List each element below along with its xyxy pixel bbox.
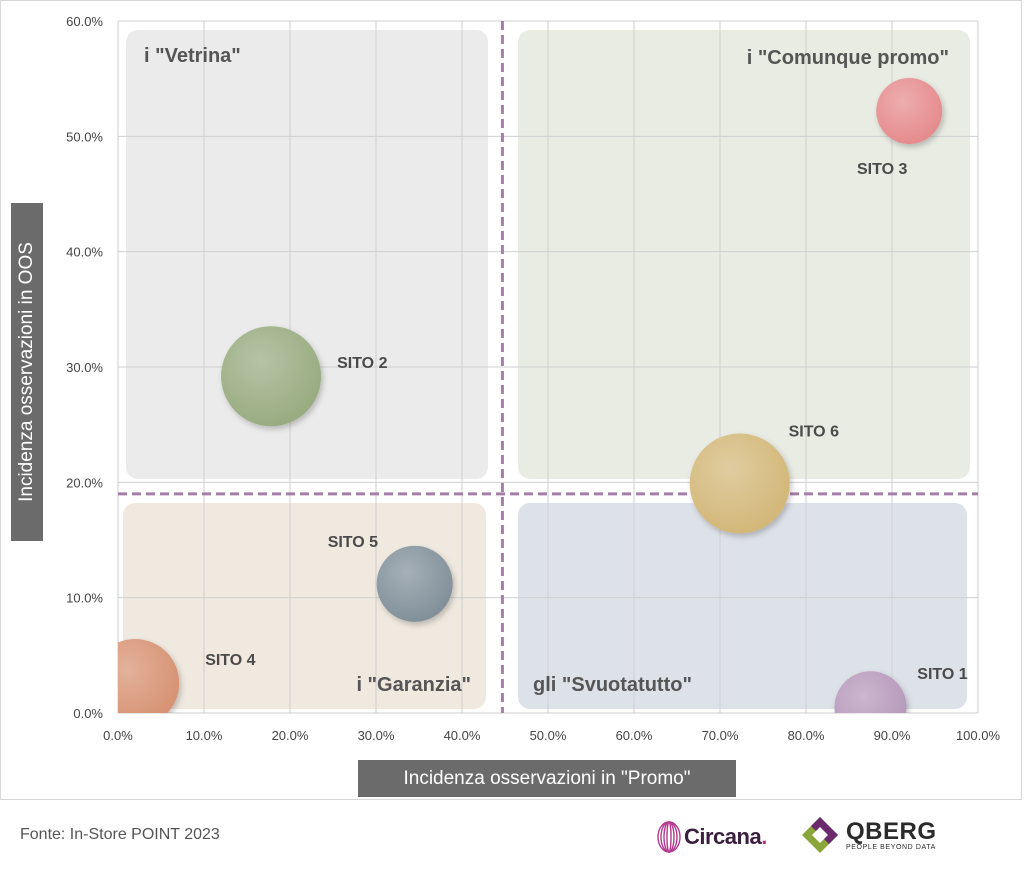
bubble-label: SITO 5 [328, 534, 378, 551]
bubble-highlight [221, 326, 322, 427]
y-tick-label: 60.0% [66, 14, 103, 29]
x-tick-label: 40.0% [444, 728, 481, 743]
qberg-logo: QBERG PEOPLE BEYOND DATA [800, 815, 937, 855]
bubble-sito-4 [118, 639, 180, 713]
y-tick-label: 50.0% [66, 129, 103, 144]
x-tick-label: 80.0% [788, 728, 825, 743]
quadrant-label: gli "Svuotatutto" [533, 674, 692, 696]
quadrant-vetrina [126, 30, 488, 479]
bubble-label: SITO 2 [337, 355, 387, 372]
x-tick-label: 0.0% [103, 728, 133, 743]
x-tick-label: 90.0% [874, 728, 911, 743]
bubble-highlight [118, 639, 180, 713]
qberg-tagline: PEOPLE BEYOND DATA [846, 843, 936, 851]
y-tick-label: 10.0% [66, 591, 103, 606]
quadrant-label: i "Vetrina" [144, 45, 241, 67]
bubble-label: SITO 1 [917, 666, 967, 683]
y-tick-label: 20.0% [66, 475, 103, 490]
x-tick-label: 70.0% [702, 728, 739, 743]
source-note: Fonte: In-Store POINT 2023 [20, 826, 220, 843]
x-tick-label: 20.0% [272, 728, 309, 743]
x-axis-title: Incidenza osservazioni in "Promo" [358, 760, 736, 797]
bubble-label: SITO 6 [789, 423, 839, 440]
x-tick-label: 50.0% [530, 728, 567, 743]
x-tick-label: 10.0% [186, 728, 223, 743]
bubble-highlight [834, 671, 907, 713]
y-tick-label: 40.0% [66, 245, 103, 260]
bubble-sito-2 [221, 326, 322, 427]
bubble-sito-6 [689, 433, 790, 534]
bubble-highlight [376, 545, 453, 622]
qberg-mark-icon [802, 817, 838, 853]
bubble-label: SITO 4 [205, 652, 255, 669]
bubble-chart: 0.0% 10.0% 20.0% 30.0% 40.0% 50.0% 60.0% 70.0% 8… [66, 14, 1001, 743]
qberg-wordmark: QBERG [846, 817, 937, 845]
x-tick-label: 60.0% [616, 728, 653, 743]
chart-frame: 0.0% 10.0% 20.0% 30.0% 40.0% 50.0% 60.0% 70.0% 8… [0, 0, 1022, 800]
y-tick-label: 0.0% [73, 706, 103, 721]
bubble-sito-3 [876, 77, 943, 144]
bubble-sito-5 [376, 545, 453, 622]
y-tick-label: 30.0% [66, 360, 103, 375]
circana-logo: Circana. [656, 820, 767, 854]
bubble-label: SITO 3 [857, 161, 907, 178]
bubble-highlight [876, 77, 943, 144]
y-axis-title-box [11, 203, 43, 541]
quadrant-label: i "Garanzia" [356, 674, 471, 696]
quadrant-label: i "Comunque promo" [747, 47, 949, 69]
y-axis-title: Incidenza osservazioni in OOS [16, 242, 37, 502]
x-tick-label: 30.0% [358, 728, 395, 743]
quadrant-svuotatutto [518, 503, 967, 709]
x-tick-label: 100.0% [956, 728, 1001, 743]
bubble-highlight [689, 433, 790, 534]
bubble-sito-1 [834, 671, 907, 713]
circana-mark-icon [657, 821, 681, 853]
circana-wordmark: Circana. [684, 824, 767, 849]
